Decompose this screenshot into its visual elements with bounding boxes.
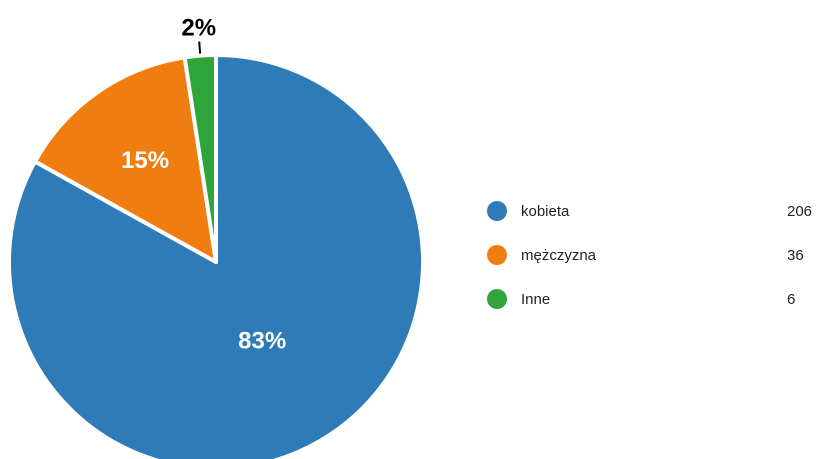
pie-percent-label-inne: 2% [181, 15, 216, 42]
legend-label-kobieta: kobieta [521, 203, 570, 220]
legend-swatch-mezczyzna [487, 245, 507, 265]
legend-value-kobieta: 206 [787, 203, 812, 220]
legend: kobieta 206 mężczyzna 36 Inne 6 [487, 201, 812, 309]
pie-slices [7, 53, 425, 459]
legend-swatch-kobieta [487, 201, 507, 221]
pie-percent-labels: 83% 15% 2% [121, 15, 286, 355]
legend-label-inne: Inne [521, 291, 550, 308]
legend-swatch-inne [487, 289, 507, 309]
pie-slice-kobieta [7, 53, 425, 459]
pie-percent-label-mezczyzna: 15% [121, 147, 169, 174]
legend-label-mezczyzna: mężczyzna [521, 247, 597, 264]
legend-value-inne: 6 [787, 291, 795, 308]
pie-leader-line-inne [198, 41, 202, 54]
pie-slice-mezczyzna [33, 55, 218, 264]
legend-value-mezczyzna: 36 [787, 247, 804, 264]
pie-percent-label-kobieta: 83% [238, 327, 286, 354]
pie-slice-inne [182, 53, 218, 264]
